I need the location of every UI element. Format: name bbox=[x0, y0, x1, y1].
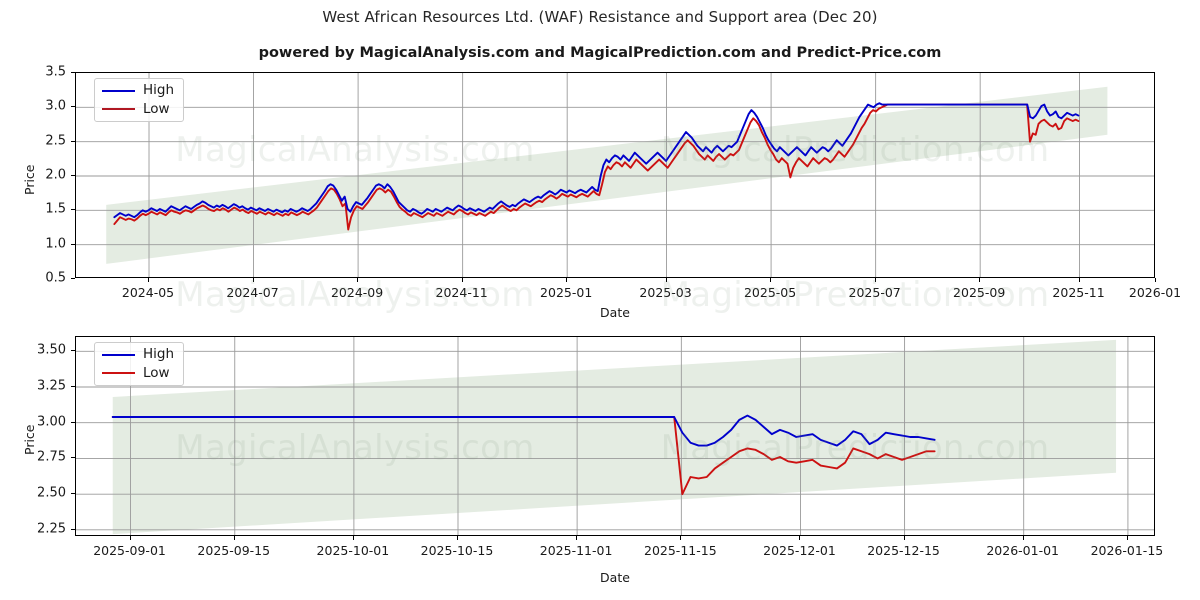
x-tick-mark bbox=[799, 536, 801, 540]
legend-label-low: Low bbox=[143, 100, 170, 117]
x-tick-label: 2025-11-01 bbox=[539, 543, 613, 558]
y-tick-label: 3.00 bbox=[37, 414, 66, 430]
chart-panel-forecast bbox=[75, 336, 1155, 536]
y-tick-label: 3.50 bbox=[37, 342, 66, 358]
x-tick-label: 2025-12-15 bbox=[867, 543, 940, 558]
x-tick-label: 2025-09 bbox=[953, 285, 1006, 300]
y-tick-label: 3.25 bbox=[37, 378, 66, 394]
legend-swatch-high bbox=[102, 89, 135, 92]
y-axis-label-history: Price bbox=[22, 164, 37, 196]
x-tick-mark bbox=[1126, 536, 1128, 540]
x-tick-label: 2024-05 bbox=[121, 285, 175, 300]
legend-label-low: Low bbox=[143, 364, 170, 381]
x-tick-mark bbox=[1155, 278, 1156, 282]
x-axis-label-history: Date bbox=[600, 305, 630, 320]
y-tick-label: 0.5 bbox=[45, 270, 66, 286]
y-tick-mark bbox=[71, 350, 75, 352]
y-tick-label: 2.25 bbox=[37, 521, 66, 537]
x-tick-label: 2025-09-15 bbox=[197, 543, 271, 558]
x-tick-label: 2025-03 bbox=[639, 285, 692, 300]
y-tick-mark bbox=[71, 106, 75, 108]
x-tick-mark bbox=[576, 536, 578, 540]
x-tick-label: 2025-07 bbox=[848, 285, 901, 300]
y-tick-label: 2.50 bbox=[37, 485, 66, 501]
x-tick-mark bbox=[1022, 536, 1024, 540]
y-tick-label: 1.5 bbox=[45, 201, 66, 217]
legend-swatch-low bbox=[102, 108, 135, 111]
x-tick-mark bbox=[566, 278, 568, 282]
legend-item-high[interactable]: High bbox=[102, 346, 175, 362]
x-tick-label: 2024-11 bbox=[435, 285, 488, 300]
y-tick-mark bbox=[71, 175, 75, 176]
y-tick-label: 3.0 bbox=[45, 98, 66, 114]
legend-history: High Low bbox=[94, 78, 185, 122]
x-tick-label: 2025-10-15 bbox=[420, 543, 494, 558]
x-tick-label: 2025-10-01 bbox=[316, 543, 390, 558]
x-tick-mark bbox=[148, 278, 149, 282]
y-tick-mark bbox=[71, 386, 75, 387]
y-tick-mark bbox=[71, 140, 75, 142]
plot-area-forecast bbox=[75, 336, 1155, 536]
page-title: West African Resources Ltd. (WAF) Resist… bbox=[322, 8, 878, 26]
x-tick-mark bbox=[1078, 278, 1080, 282]
y-tick-label: 2.5 bbox=[45, 133, 66, 149]
y-tick-mark bbox=[71, 72, 75, 73]
y-tick-mark bbox=[71, 278, 75, 279]
legend-label-high: High bbox=[143, 346, 175, 362]
x-tick-mark bbox=[357, 278, 359, 282]
y-axis-label-forecast: Price bbox=[22, 424, 37, 456]
x-tick-mark bbox=[979, 278, 981, 282]
x-tick-label: 2024-07 bbox=[226, 285, 279, 300]
x-tick-mark bbox=[352, 536, 354, 540]
page-subtitle: powered by MagicalAnalysis.com and Magic… bbox=[258, 45, 942, 61]
x-tick-label: 2025-11 bbox=[1052, 285, 1105, 300]
chart-panel-history bbox=[75, 72, 1155, 278]
y-tick-mark bbox=[71, 493, 75, 495]
x-tick-mark bbox=[680, 536, 682, 540]
x-tick-mark bbox=[461, 278, 463, 282]
x-tick-mark bbox=[874, 278, 876, 282]
x-tick-label: 2025-05 bbox=[743, 285, 797, 300]
x-tick-label: 2026-01-15 bbox=[1090, 543, 1164, 558]
x-axis-label-forecast: Date bbox=[600, 570, 630, 585]
y-tick-mark bbox=[71, 421, 75, 423]
x-tick-label: 2025-11-15 bbox=[644, 543, 717, 558]
x-tick-mark bbox=[665, 278, 667, 282]
legend-swatch-low bbox=[102, 372, 135, 375]
x-tick-mark bbox=[233, 536, 235, 540]
legend-forecast: High Low bbox=[94, 342, 185, 386]
y-tick-label: 3.5 bbox=[45, 64, 66, 80]
x-tick-label: 2025-09-01 bbox=[93, 543, 166, 558]
x-tick-mark bbox=[903, 536, 905, 540]
legend-item-high[interactable]: High bbox=[102, 82, 175, 98]
y-tick-label: 2.0 bbox=[45, 167, 66, 183]
y-tick-mark bbox=[71, 528, 75, 530]
y-tick-label: 1.0 bbox=[45, 236, 66, 252]
y-tick-mark bbox=[71, 457, 75, 459]
legend-swatch-high bbox=[102, 353, 135, 356]
legend-item-low[interactable]: Low bbox=[102, 100, 174, 117]
y-tick-mark bbox=[71, 243, 75, 245]
y-tick-label: 2.75 bbox=[37, 449, 66, 465]
legend-item-low[interactable]: Low bbox=[102, 364, 174, 381]
legend-label-high: High bbox=[143, 82, 175, 98]
x-tick-label: 2025-12-01 bbox=[763, 543, 836, 558]
x-tick-label: 2026-01 bbox=[1128, 285, 1182, 300]
plot-area-history bbox=[75, 72, 1155, 278]
x-tick-label: 2024-09 bbox=[330, 285, 384, 300]
x-tick-mark bbox=[770, 278, 772, 282]
x-tick-label: 2026-01-01 bbox=[986, 543, 1060, 558]
x-tick-mark bbox=[456, 536, 458, 540]
x-tick-mark bbox=[252, 278, 254, 282]
x-tick-label: 2025-01 bbox=[540, 285, 593, 300]
y-tick-mark bbox=[71, 209, 75, 211]
x-tick-mark bbox=[129, 536, 131, 540]
